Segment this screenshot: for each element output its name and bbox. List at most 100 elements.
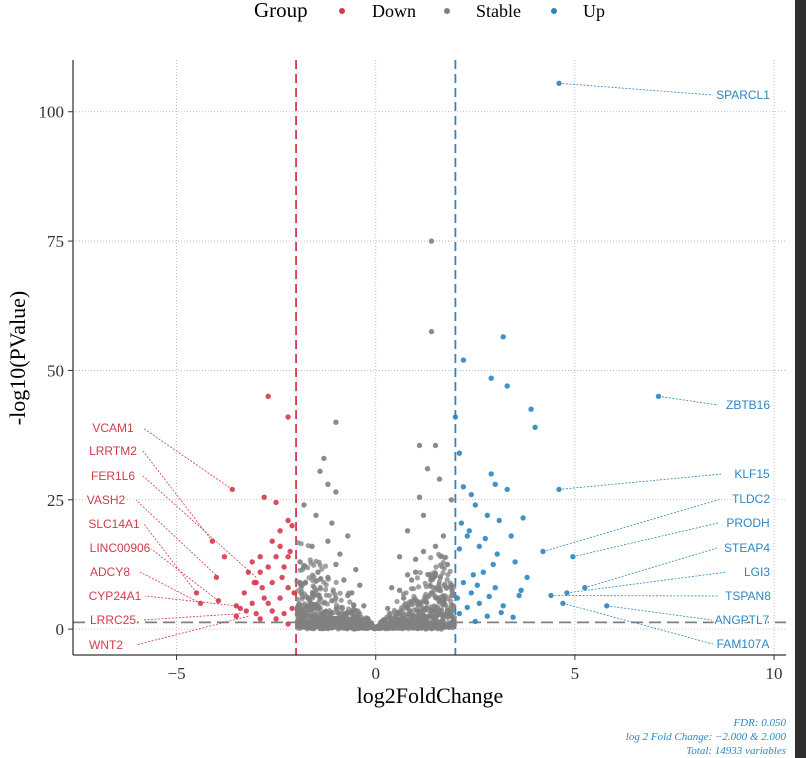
stable-point [309, 572, 316, 578]
y-tick-label: 25 [47, 491, 64, 510]
stable-point [446, 624, 452, 631]
stable-point [345, 592, 351, 599]
stable-point [317, 576, 324, 582]
stable-point [428, 328, 435, 335]
stable-point [451, 603, 457, 609]
stable-point [444, 561, 451, 568]
stable-point [313, 578, 319, 585]
stable-point [416, 584, 422, 590]
stable-point [299, 589, 305, 595]
stable-point [301, 502, 307, 508]
up-point [470, 572, 476, 578]
stable-point [357, 623, 363, 629]
stable-point [396, 587, 403, 593]
stable-point [408, 577, 415, 583]
up-point [490, 561, 496, 568]
stable-point [295, 607, 301, 613]
stable-point [363, 618, 369, 625]
stable-point [353, 615, 359, 621]
down-point [245, 569, 251, 575]
stable-point [337, 551, 343, 557]
gene-label: VCAM1 [92, 421, 134, 435]
up-point [512, 559, 518, 565]
up-point [456, 610, 463, 617]
stable-point [414, 575, 420, 581]
stable-point [450, 617, 457, 623]
stable-point [439, 613, 445, 619]
gene-label: ADCY8 [90, 565, 130, 579]
stable-point [424, 466, 431, 472]
stable-point [437, 562, 443, 568]
stable-point [364, 624, 370, 631]
down-point [291, 590, 297, 596]
y-tick-label: 100 [39, 103, 65, 122]
up-point [458, 520, 465, 526]
down-point [261, 595, 267, 601]
stable-point [324, 601, 330, 607]
up-point [480, 569, 486, 575]
stable-point [382, 624, 388, 630]
stable-point [337, 590, 343, 596]
up-point [484, 512, 490, 518]
down-point [257, 554, 263, 560]
down-point [273, 616, 279, 622]
up-point [460, 579, 467, 586]
gene-leader-line [542, 498, 722, 552]
gene-leader-line [606, 605, 713, 621]
stable-point [333, 489, 339, 495]
stable-point [434, 606, 440, 612]
gene-label: STEAP4 [724, 541, 770, 555]
up-point [524, 574, 530, 581]
up-point [452, 414, 459, 420]
stable-point [413, 618, 419, 624]
stable-point [305, 565, 311, 571]
up-point [492, 585, 498, 591]
stable-point [432, 442, 439, 449]
stable-point [342, 622, 348, 628]
stable-point [313, 512, 319, 518]
stable-point [416, 600, 423, 606]
up-point [494, 551, 500, 557]
stable-point [317, 605, 323, 612]
down-point [261, 494, 267, 500]
gene-leader-line [139, 571, 201, 604]
stable-point [333, 579, 339, 586]
gene-leader-line [149, 547, 219, 602]
up-point [472, 502, 478, 508]
down-point [213, 574, 220, 581]
stable-point [337, 618, 343, 625]
stable-point [433, 564, 439, 570]
gridlines [73, 60, 786, 655]
gene-leader-line [658, 395, 719, 406]
gene-label: SPARCL1 [716, 88, 770, 102]
stable-point [433, 616, 439, 622]
down-point [221, 554, 228, 560]
stable-point [295, 596, 301, 602]
gene-label: WNT2 [89, 638, 123, 652]
stable-point [332, 591, 338, 598]
stable-point [428, 555, 434, 561]
stable-point [333, 605, 339, 611]
up-point [482, 535, 488, 542]
y-axis-title: -log10(PValue) [5, 291, 30, 425]
stable-point [448, 582, 455, 588]
stable-point [394, 598, 400, 605]
down-point [265, 564, 271, 570]
up-point [460, 484, 467, 490]
up-point [468, 590, 474, 596]
stable-point [325, 538, 331, 544]
up-point [464, 533, 470, 539]
x-tick-label: 10 [766, 664, 783, 683]
down-point [241, 590, 247, 596]
down-point [281, 564, 287, 570]
stable-point [338, 597, 344, 603]
stable-point [333, 561, 339, 568]
up-point [498, 609, 504, 616]
stable-point [445, 596, 451, 602]
stable-point [449, 588, 455, 595]
stable-point [412, 569, 419, 575]
up-point [496, 517, 502, 524]
stable-point [331, 610, 337, 616]
down-point [273, 499, 279, 506]
